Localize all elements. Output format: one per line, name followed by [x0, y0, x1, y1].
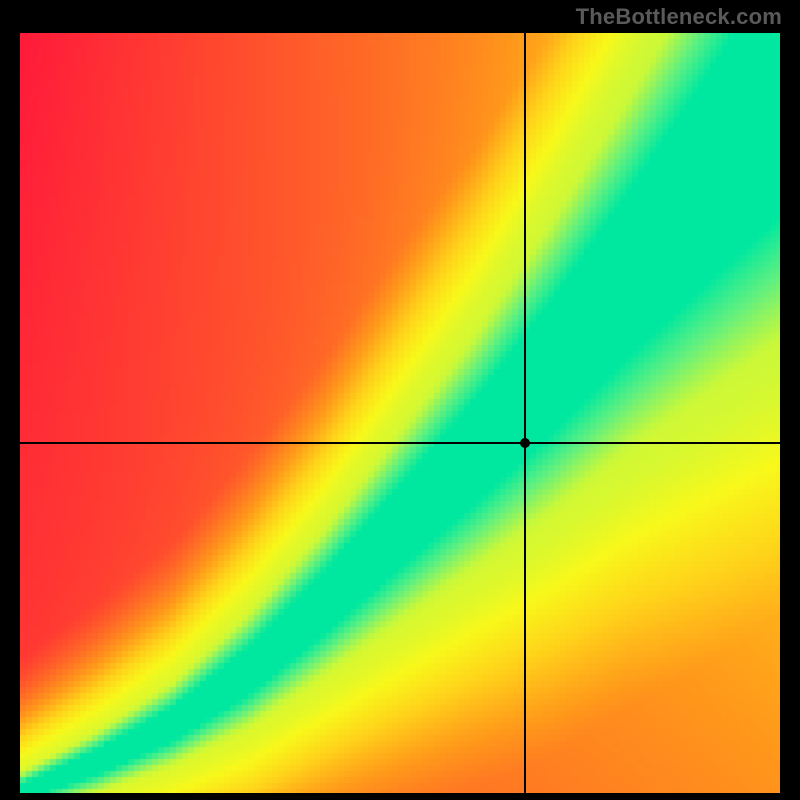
crosshair-horizontal-line	[20, 442, 780, 444]
heatmap-canvas	[20, 33, 780, 793]
marker-point	[520, 438, 530, 448]
crosshair-vertical-line	[524, 33, 526, 793]
watermark-label: TheBottleneck.com	[576, 4, 782, 30]
